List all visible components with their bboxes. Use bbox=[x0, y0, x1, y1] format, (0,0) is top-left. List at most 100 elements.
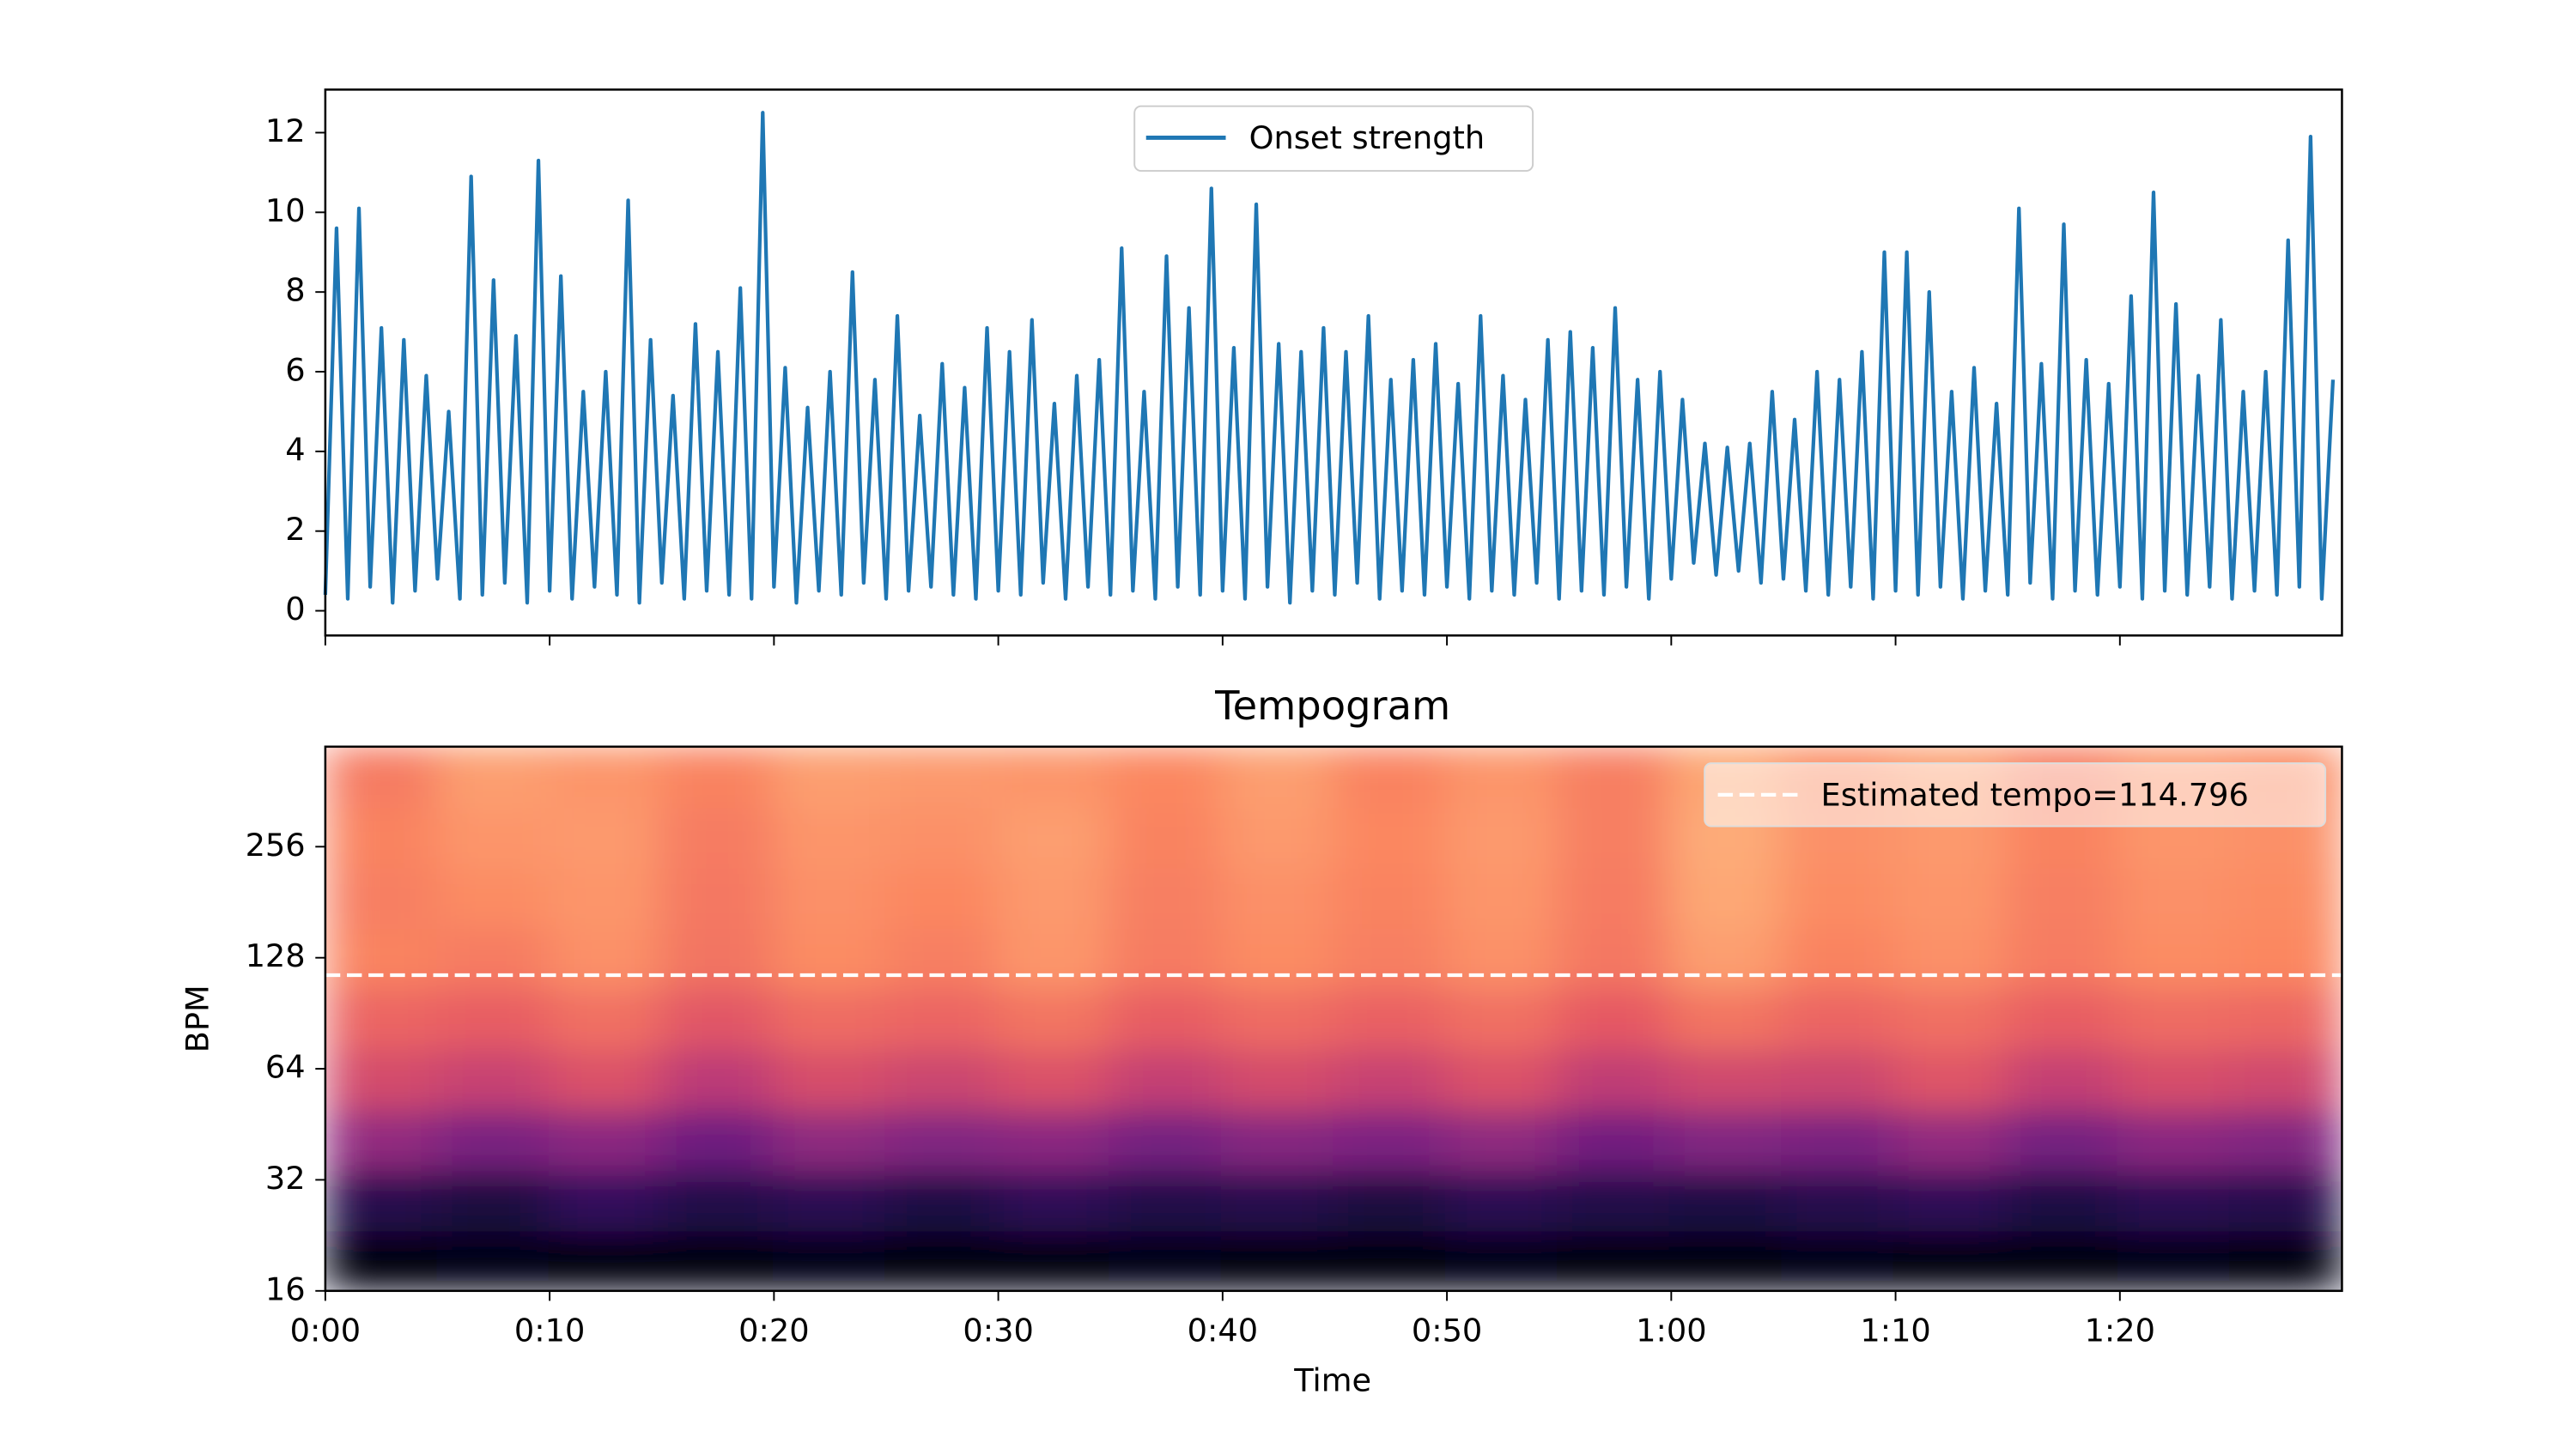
heat-cell bbox=[996, 927, 1111, 990]
heat-cell bbox=[1668, 1048, 1783, 1111]
heat-cell bbox=[1220, 1048, 1335, 1111]
heat-cell bbox=[996, 746, 1111, 809]
heat-cell bbox=[996, 1108, 1111, 1171]
legend: Estimated tempo=114.796 bbox=[1704, 762, 2327, 828]
x-tick-label: 0:30 bbox=[963, 1313, 1033, 1349]
heat-cell bbox=[436, 927, 550, 990]
y-tick-label: 32 bbox=[265, 1160, 306, 1197]
heat-cell bbox=[884, 866, 999, 930]
heat-cell bbox=[1444, 746, 1559, 809]
heat-cell bbox=[1668, 866, 1783, 930]
heat-cell bbox=[1220, 1108, 1335, 1171]
heat-cell bbox=[436, 746, 550, 809]
heat-cell bbox=[1220, 927, 1335, 990]
plot-frame bbox=[324, 88, 2343, 637]
heat-cell bbox=[1333, 1229, 1447, 1291]
heat-cell bbox=[2005, 927, 2119, 990]
heat-cell bbox=[436, 1168, 550, 1232]
heat-cell bbox=[1893, 927, 2007, 990]
heat-cell bbox=[1333, 1108, 1447, 1171]
heat-cell bbox=[436, 806, 550, 869]
y-tick-label: 2 bbox=[285, 511, 305, 548]
heat-cell bbox=[660, 746, 775, 809]
heat-cell bbox=[884, 987, 999, 1050]
heat-cell bbox=[884, 1168, 999, 1232]
heat-cell bbox=[548, 866, 663, 930]
heat-cell bbox=[1557, 1229, 1671, 1291]
heat-cell bbox=[1220, 806, 1335, 869]
heat-cell bbox=[436, 1108, 550, 1171]
heat-cell bbox=[660, 806, 775, 869]
heat-cell bbox=[548, 1108, 663, 1171]
heat-cell bbox=[548, 806, 663, 869]
plot-frame bbox=[324, 745, 2343, 1293]
heat-cell bbox=[1333, 987, 1447, 1050]
heat-cell bbox=[548, 746, 663, 809]
x-tick-label: 0:10 bbox=[514, 1313, 585, 1349]
heat-cell bbox=[660, 927, 775, 990]
heat-cell bbox=[2005, 1108, 2119, 1171]
heat-cell bbox=[772, 806, 887, 869]
heat-cell bbox=[2229, 987, 2342, 1050]
heat-cell bbox=[660, 1108, 775, 1171]
heat-cell bbox=[996, 1048, 1111, 1111]
heat-cell bbox=[996, 806, 1111, 869]
heat-cell bbox=[1668, 1108, 1783, 1171]
heat-cell bbox=[436, 987, 550, 1050]
heat-cell bbox=[1781, 987, 1895, 1050]
heat-cell bbox=[1444, 1048, 1559, 1111]
heat-cell bbox=[1557, 866, 1671, 930]
heat-cell bbox=[660, 866, 775, 930]
legend-box bbox=[1133, 105, 1534, 173]
heat-cell bbox=[1220, 746, 1335, 809]
legend-label: Onset strength bbox=[1249, 119, 1485, 156]
heat-cell bbox=[2005, 1168, 2119, 1232]
x-tick-label: 1:20 bbox=[2085, 1313, 2155, 1349]
heat-cell bbox=[1333, 927, 1447, 990]
heat-cell bbox=[660, 987, 775, 1050]
heat-cell bbox=[2229, 1048, 2342, 1111]
heat-cell bbox=[325, 1048, 439, 1111]
heat-cell bbox=[884, 806, 999, 869]
heat-cell bbox=[1781, 1048, 1895, 1111]
heat-cell bbox=[325, 1168, 439, 1232]
heat-cell bbox=[1220, 987, 1335, 1050]
heat-cell bbox=[772, 746, 887, 809]
heat-cell bbox=[2117, 1168, 2231, 1232]
y-tick-label: 0 bbox=[285, 591, 305, 627]
heat-cell bbox=[1557, 1048, 1671, 1111]
heat-cell bbox=[884, 1108, 999, 1171]
heat-cell bbox=[772, 1229, 887, 1291]
heat-cell bbox=[325, 1108, 439, 1171]
heatmap-cells bbox=[325, 746, 2342, 1291]
heat-cell bbox=[1668, 1229, 1783, 1291]
heat-cell bbox=[1781, 1168, 1895, 1232]
y-tick-label: 4 bbox=[285, 431, 305, 468]
heat-cell bbox=[772, 1108, 887, 1171]
heat-cell bbox=[1109, 1229, 1223, 1291]
heat-cell bbox=[772, 927, 887, 990]
heat-cell bbox=[996, 987, 1111, 1050]
heat-cell bbox=[1333, 866, 1447, 930]
heat-cell bbox=[436, 1048, 550, 1111]
heat-cell bbox=[1668, 927, 1783, 990]
heat-cell bbox=[1893, 866, 2007, 930]
heat-cell bbox=[1557, 746, 1671, 809]
y-tick-label: 16 bbox=[265, 1270, 306, 1307]
heat-cell bbox=[1557, 987, 1671, 1050]
heat-cell bbox=[660, 1048, 775, 1111]
heat-cell bbox=[1557, 927, 1671, 990]
legend-label: Estimated tempo=114.796 bbox=[1820, 776, 2248, 813]
heat-cell bbox=[436, 1229, 550, 1291]
heat-cell bbox=[1444, 866, 1559, 930]
heat-cell bbox=[1444, 1229, 1559, 1291]
heat-cell bbox=[548, 927, 663, 990]
heat-cell bbox=[1333, 746, 1447, 809]
heat-cell bbox=[996, 1229, 1111, 1291]
heat-cell bbox=[2005, 1229, 2119, 1291]
heat-cell bbox=[325, 987, 439, 1050]
heat-cell bbox=[436, 866, 550, 930]
heat-cell bbox=[325, 806, 439, 869]
heat-cell bbox=[1557, 1168, 1671, 1232]
